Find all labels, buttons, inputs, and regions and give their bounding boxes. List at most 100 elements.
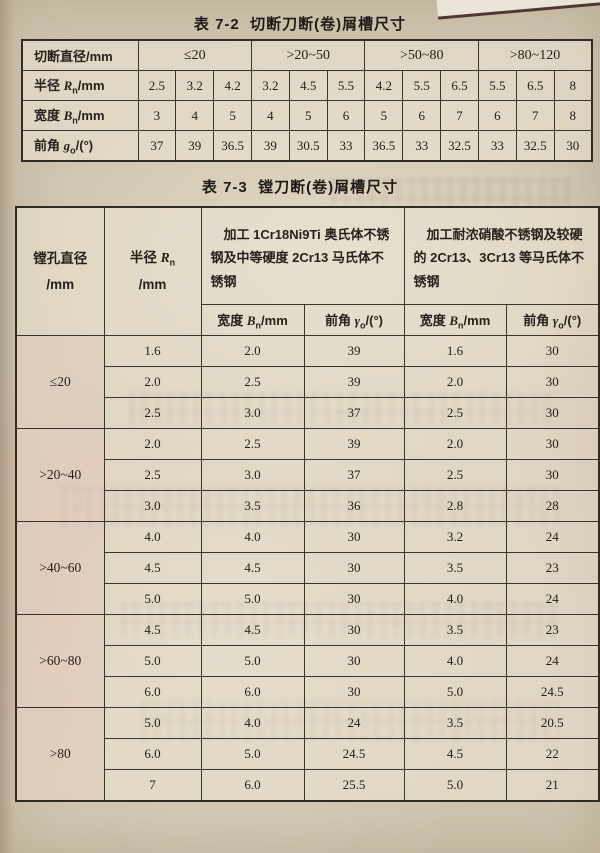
radius-subscript: n xyxy=(72,85,78,96)
table-value-cell: 4.0 xyxy=(403,645,507,677)
table-value-cell: 3.0 xyxy=(103,490,202,522)
table-value-cell: 3.2 xyxy=(250,70,290,101)
table-value-cell: 7 xyxy=(515,100,555,131)
table-value-cell: 24 xyxy=(303,707,405,739)
row-label-rake-angle: 前角 go/(°) xyxy=(21,130,139,162)
table-value-cell: 4.2 xyxy=(364,70,404,101)
table-value-cell: 3.0 xyxy=(200,459,305,491)
width-symbol: B xyxy=(63,108,73,124)
table-value-cell: 30 xyxy=(505,397,600,429)
table-value-cell: 3.5 xyxy=(403,707,507,739)
diameter-group-header: >80~120 xyxy=(477,39,593,71)
table-row: 2.5 3.0 37 2.5 30 xyxy=(16,459,600,491)
table-value-cell: 7 xyxy=(103,769,202,802)
width-subscript: n xyxy=(255,320,262,331)
table-value-cell: 5.0 xyxy=(103,583,202,615)
table-value-cell: 5.5 xyxy=(402,70,442,101)
table-value-cell: 4.2 xyxy=(213,70,252,101)
table-value-cell: 4.5 xyxy=(200,614,305,646)
width-symbol: B xyxy=(246,312,256,328)
table-value-cell: 4.5 xyxy=(288,70,328,101)
label-unit: /(°) xyxy=(563,312,582,328)
table-value-cell: 1.6 xyxy=(103,335,202,367)
angle-subscript: o xyxy=(360,320,366,331)
table-value-cell: 2.5 xyxy=(103,397,202,429)
table-value-cell: 6.0 xyxy=(103,676,202,708)
header-line: 镗孔直径 xyxy=(33,250,88,266)
radius-symbol: R xyxy=(160,250,170,266)
header-line: /mm xyxy=(46,276,75,292)
table-value-cell: 5.0 xyxy=(200,583,305,615)
table-row: 3.0 3.5 36 2.8 28 xyxy=(16,490,600,522)
table-value-cell: 36.5 xyxy=(364,130,404,162)
table-value-cell: 39 xyxy=(303,428,405,460)
label-unit: /mm xyxy=(77,108,105,124)
col-header-angle-2: 前角 γo/(°) xyxy=(505,304,600,336)
table-value-cell: 2.0 xyxy=(403,428,507,460)
table-value-cell: 36.5 xyxy=(213,130,252,162)
table-value-cell: 6.5 xyxy=(440,70,479,101)
table-value-cell: 24 xyxy=(505,583,600,615)
table-row: 5.0 5.0 30 4.0 24 xyxy=(16,645,600,677)
col-header-angle-1: 前角 γo/(°) xyxy=(303,304,405,336)
table-row: >40~60 4.0 4.0 30 3.2 24 xyxy=(15,521,600,615)
table-value-cell: 3.0 xyxy=(200,397,305,429)
table-row-rake-angle: 前角 go/(°) 37 39 36.5 39 30.5 33 36.5 33 32.5 33 32… xyxy=(21,130,593,162)
label-unit: /mm xyxy=(77,78,105,94)
bore-diameter-group-label: >20~40 xyxy=(15,428,105,522)
label-unit: /(°) xyxy=(75,138,94,154)
table-value-cell: 6.0 xyxy=(200,769,305,802)
col-header-material-nitric-acid: 加工耐浓硝酸不锈钢及较硬的 2Cr13、3Cr13 等马氏体不锈钢 xyxy=(403,206,600,305)
table-row-radius: 半径 Rn/mm 2.5 3.2 4.2 3.2 4.5 5.5 4.2 5.5 6.5 5.5 6… xyxy=(21,70,593,101)
width-subscript: n xyxy=(72,115,78,126)
angle-symbol: γ xyxy=(354,312,361,328)
angle-subscript: o xyxy=(70,145,76,156)
table-value-cell: 2.5 xyxy=(403,397,507,429)
table-value-cell: 6 xyxy=(326,100,366,131)
table-row: >20~40 2.0 2.5 39 2.0 30 xyxy=(15,428,600,522)
table-row: 4.5 4.5 30 3.5 23 xyxy=(16,552,600,584)
table-row: 7 6.0 25.5 5.0 21 xyxy=(16,769,600,802)
table-value-cell: 28 xyxy=(505,490,600,522)
table-value-cell: 30 xyxy=(303,521,405,553)
bore-diameter-group-label: >60~80 xyxy=(15,614,105,708)
table-value-cell: 37 xyxy=(303,459,405,491)
table-7-3-body: ≤20 1.6 2.0 39 1.6 30 2.0 2.5 39 2.0 30 2.5 3.0 37 2.5… xyxy=(15,335,600,802)
table-value-cell: 4 xyxy=(175,100,215,131)
table-value-cell: 6.0 xyxy=(103,738,202,770)
col-header-material-austenitic: 加工 1Cr18Ni9Ti 奥氏体不锈钢及中等硬度 2Cr13 马氏体不锈钢 xyxy=(200,206,405,305)
table-7-2-title: 表 7-2 切断刀断(卷)屑槽尺寸 xyxy=(193,16,407,33)
diameter-group-header: ≤20 xyxy=(137,39,252,71)
table-value-cell: 30 xyxy=(303,552,405,584)
table-value-cell: 6 xyxy=(477,100,517,131)
col-header-radius: 半径 Rn /mm xyxy=(103,206,202,336)
table-value-cell: 5 xyxy=(288,100,328,131)
label-text: 半径 xyxy=(129,250,161,266)
table-value-cell: 2.8 xyxy=(403,490,507,522)
table-value-cell: 30.5 xyxy=(288,130,328,162)
table-value-cell: 30 xyxy=(505,459,600,491)
table-value-cell: 3.2 xyxy=(175,70,215,101)
table-row: 2.5 3.0 37 2.5 30 xyxy=(16,397,600,429)
header-line: 半径 Rn xyxy=(105,245,201,272)
table-value-cell: 4.5 xyxy=(403,738,507,770)
table-value-cell: 22 xyxy=(505,738,600,770)
radius-symbol: R xyxy=(63,78,73,94)
table-value-cell: 5 xyxy=(213,100,252,131)
table-value-cell: 5.0 xyxy=(103,645,202,677)
col-header-bore-diameter: 镗孔直径 /mm xyxy=(15,206,105,336)
table-value-cell: 3.2 xyxy=(403,521,507,553)
label-unit: /mm xyxy=(261,312,288,328)
table-value-cell: 30 xyxy=(505,366,600,398)
table-value-cell: 2.5 xyxy=(137,70,177,101)
label-unit: /(°) xyxy=(365,312,383,328)
table-row: ≤20 1.6 2.0 39 1.6 30 xyxy=(15,335,600,429)
table-value-cell: 25.5 xyxy=(303,769,405,802)
table-value-cell: 2.5 xyxy=(200,428,305,460)
diameter-group-header: >50~80 xyxy=(364,39,479,71)
table-value-cell: 2.0 xyxy=(403,366,507,398)
table-row: >80 5.0 4.0 24 3.5 20.5 xyxy=(15,707,600,802)
table-value-cell: 4 xyxy=(250,100,290,131)
table-value-cell: 36 xyxy=(303,490,405,522)
table-value-cell: 8 xyxy=(553,70,593,101)
